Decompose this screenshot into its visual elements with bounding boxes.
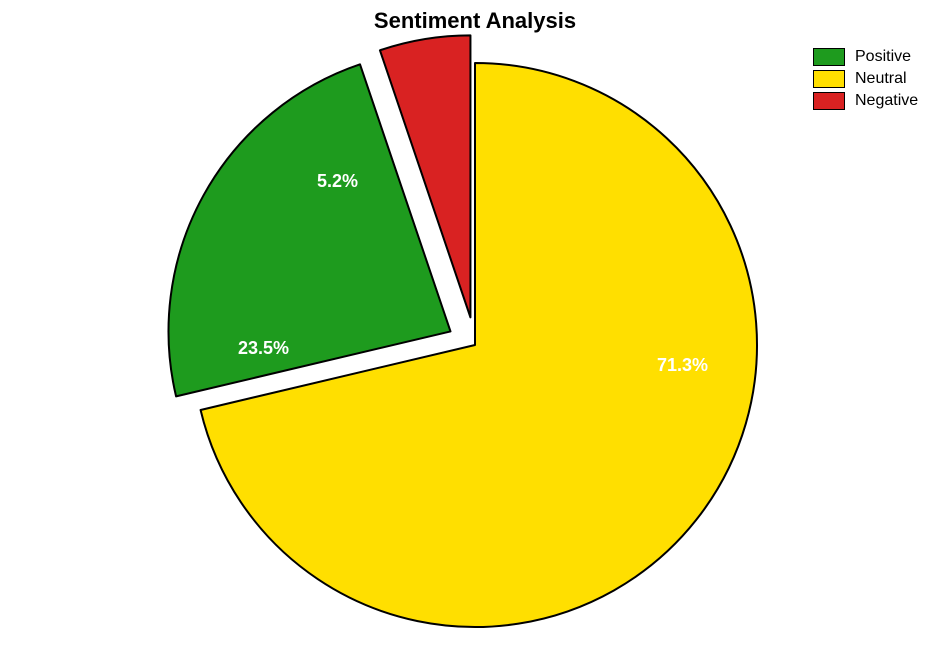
- legend-label-negative: Negative: [855, 92, 918, 110]
- slice-label-neutral: 71.3%: [657, 355, 708, 376]
- legend: Positive Neutral Negative: [813, 48, 918, 114]
- slice-label-positive: 23.5%: [238, 338, 289, 359]
- legend-label-neutral: Neutral: [855, 70, 907, 88]
- legend-swatch-negative: [813, 92, 845, 110]
- legend-label-positive: Positive: [855, 48, 911, 66]
- legend-item-negative: Negative: [813, 92, 918, 110]
- legend-item-positive: Positive: [813, 48, 918, 66]
- legend-swatch-neutral: [813, 70, 845, 88]
- legend-swatch-positive: [813, 48, 845, 66]
- slice-label-negative: 5.2%: [317, 171, 358, 192]
- pie-chart: [0, 0, 950, 662]
- legend-item-neutral: Neutral: [813, 70, 918, 88]
